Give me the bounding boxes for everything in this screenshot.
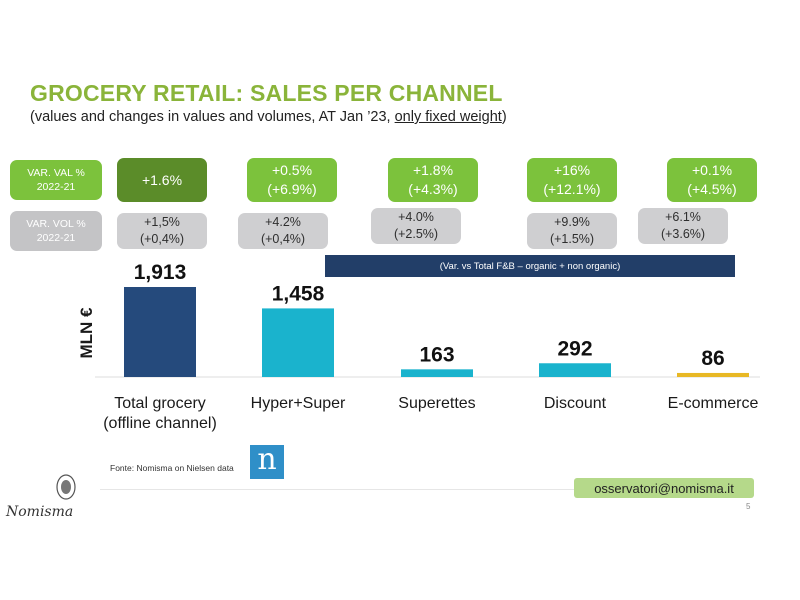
bar-value-label-1: 1,913 <box>134 261 187 284</box>
var-vol-text-3-1: +4.0% <box>398 210 434 225</box>
var-vol-text-1-2: (+0,4%) <box>139 232 185 246</box>
contact-email: osservatori@nomisma.it <box>574 478 754 498</box>
bar-4 <box>539 363 611 377</box>
category-label-1-line-2: (offline channel) <box>103 415 217 432</box>
subtitle-underlined: only fixed weight <box>394 109 502 125</box>
var-vol-box-1: +1,5% (+0,4%) <box>117 213 207 249</box>
category-label-2-line-1: Hyper+Super <box>251 395 346 412</box>
bar-value-label-4: 292 <box>557 337 592 360</box>
bar-5 <box>677 372 749 377</box>
var-val-legend-box: VAR. VAL % 2022-21 <box>10 160 102 200</box>
category-label-3-line-1: Superettes <box>398 395 475 412</box>
var-vol-text-5-1: +6.1% <box>665 210 701 225</box>
source-note: Fonte: Nomisma on Nielsen data <box>110 463 234 473</box>
subtitle-main: (values and changes in values and volume… <box>30 109 395 125</box>
var-vol-text-5-2: (+3.6%) <box>660 227 706 241</box>
var-val-box-5: +0.1% (+4.5%) <box>667 158 757 202</box>
category-label-4-line-1: Discount <box>544 395 607 412</box>
bar-1 <box>124 287 196 377</box>
nomisma-wordmark: Nomisma <box>6 504 74 520</box>
var-val-legend-line2: 2022-21 <box>36 181 76 193</box>
var-val-text-4-2: (+12.1%) <box>543 181 601 197</box>
page-title: GROCERY RETAIL: SALES PER CHANNEL <box>30 80 503 106</box>
var-vol-box-2: +4.2% (+0,4%) <box>238 213 328 249</box>
var-vol-legend-line2: 2022-21 <box>36 232 76 244</box>
var-val-text-5-1: +0.1% <box>691 162 733 179</box>
footer-divider <box>100 489 750 490</box>
var-vol-legend-box: VAR. VOL % 2022-21 <box>10 211 102 251</box>
var-val-box-4: +16% (+12.1%) <box>527 158 617 202</box>
var-vol-text-1-1: +1,5% <box>144 215 180 230</box>
var-vol-box-5: +6.1% (+3.6%) <box>638 208 728 244</box>
var-val-text-5-2: (+4.5%) <box>687 181 737 197</box>
variation-banner: (Var. vs Total F&B – organic + non organ… <box>325 255 735 277</box>
var-vol-text-4-2: (+1.5%) <box>549 232 595 246</box>
bar-value-label-2: 1,458 <box>272 282 325 305</box>
category-label-5-line-1: E-commerce <box>668 395 759 412</box>
var-vol-text-2-1: +4.2% <box>265 215 301 230</box>
var-vol-box-3: +4.0% (+2.5%) <box>371 208 461 244</box>
var-val-text-3-2: (+4.3%) <box>408 181 458 197</box>
var-vol-text-2-2: (+0,4%) <box>260 232 306 246</box>
var-val-box-1: +1.6% <box>117 158 207 202</box>
var-val-text-2-1: +0.5% <box>271 162 313 179</box>
bar-3 <box>401 369 473 377</box>
y-axis-label: MLN € <box>77 307 96 359</box>
var-vol-text-4-1: +9.9% <box>554 215 590 230</box>
var-vol-box-4: +9.9% (+1.5%) <box>527 213 617 249</box>
var-val-text-3-1: +1.8% <box>412 162 454 179</box>
var-val-text-4-1: +16% <box>553 162 591 179</box>
var-val-text-1-1: +1.6% <box>141 171 183 188</box>
var-val-text-2-2: (+6.9%) <box>267 181 317 197</box>
var-val-box-3: +1.8% (+4.3%) <box>388 158 478 202</box>
page-subtitle: (values and changes in values and volume… <box>30 109 507 125</box>
nielsen-logo: n <box>250 445 284 479</box>
bar-value-label-5: 86 <box>701 347 724 370</box>
var-vol-text-3-2: (+2.5%) <box>393 227 439 241</box>
subtitle-end: ) <box>501 109 507 125</box>
bar-2 <box>262 308 334 377</box>
bar-value-label-3: 163 <box>419 343 454 366</box>
nomisma-seal-logo <box>56 474 76 500</box>
var-vol-legend-line1: VAR. VOL % <box>26 217 86 230</box>
var-val-legend-line1: VAR. VAL % <box>27 166 85 179</box>
category-label-1-line-1: Total grocery <box>114 395 206 412</box>
page-number: 5 <box>746 502 751 511</box>
var-val-box-2: +0.5% (+6.9%) <box>247 158 337 202</box>
